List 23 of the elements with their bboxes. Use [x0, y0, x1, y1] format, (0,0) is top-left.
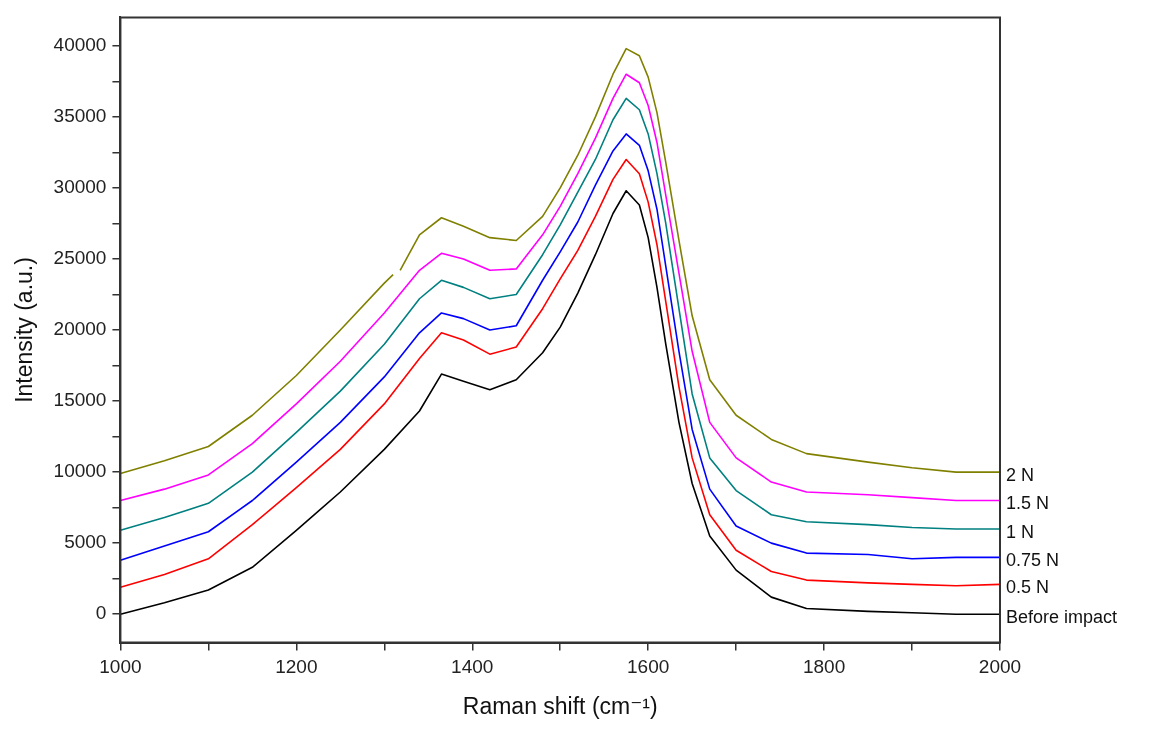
y-tick-label: 35000 — [53, 105, 107, 127]
x-tick-label: 1400 — [451, 656, 494, 678]
y-tick-label: 10000 — [53, 460, 107, 482]
series-label: 2 N — [1006, 465, 1035, 486]
y-tick-label: 15000 — [53, 389, 107, 411]
y-axis-title: Intensity (a.u.) — [11, 257, 38, 403]
series-label: 0.5 N — [1006, 577, 1050, 598]
y-tick-label: 0 — [95, 602, 107, 624]
x-tick-label: 1800 — [802, 656, 846, 678]
y-tick-label: 20000 — [53, 318, 107, 340]
x-tick-label: 1600 — [627, 656, 670, 678]
x-tick-label: 1000 — [99, 656, 142, 678]
x-axis-title: Raman shift (cm⁻¹) — [462, 692, 658, 719]
series-label: 0.75 N — [1006, 550, 1060, 571]
x-tick-label: 2000 — [978, 656, 1022, 678]
y-tick-label: 5000 — [64, 531, 107, 553]
x-tick-label: 1200 — [275, 656, 318, 678]
series-label: 1 N — [1006, 521, 1035, 542]
y-tick-label: 25000 — [53, 247, 107, 269]
y-tick-label: 40000 — [53, 34, 107, 56]
y-tick-label: 30000 — [53, 176, 107, 198]
series-label: 1.5 N — [1006, 493, 1050, 514]
series-label: Before impact — [1006, 607, 1118, 628]
